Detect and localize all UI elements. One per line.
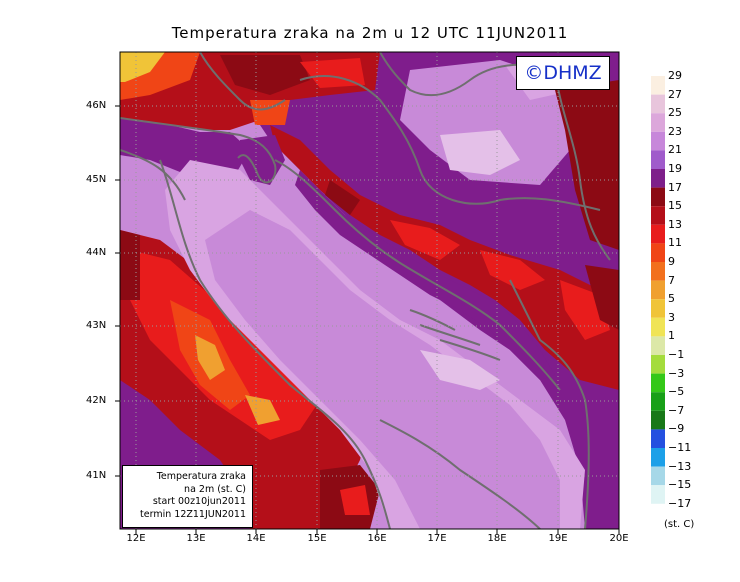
colorbar-label: 1 bbox=[668, 329, 675, 343]
colorbar-label: −13 bbox=[668, 459, 692, 473]
colorbar-label: −17 bbox=[668, 496, 692, 510]
colorbar-label: 25 bbox=[668, 106, 682, 120]
map-title: Temperatura zraka na 2m u 12 UTC 11JUN20… bbox=[171, 24, 569, 42]
colorbar bbox=[651, 76, 665, 504]
map-field bbox=[120, 52, 619, 529]
colorbar-label: 17 bbox=[668, 180, 682, 194]
colorbar-swatch bbox=[651, 336, 665, 355]
colorbar-label: 3 bbox=[668, 310, 675, 324]
info-line-2: na 2m (st. C) bbox=[184, 483, 246, 495]
lat-label-43n: 43N bbox=[86, 320, 107, 331]
lat-label-46n: 46N bbox=[86, 100, 107, 111]
lon-label-12e: 12E bbox=[126, 533, 146, 544]
colorbar-label: 11 bbox=[668, 236, 682, 250]
lon-label-13e: 13E bbox=[186, 533, 206, 544]
colorbar-units: (st. C) bbox=[664, 519, 695, 530]
colorbar-swatch bbox=[651, 169, 665, 188]
colorbar-label: 5 bbox=[668, 292, 675, 306]
map-frame bbox=[119, 51, 620, 530]
info-box: Temperatura zraka na 2m (st. C) start 00… bbox=[122, 465, 253, 528]
info-line-3: start 00z10jun2011 bbox=[152, 496, 246, 507]
dhmz-logo: ©DHMZ bbox=[516, 56, 610, 90]
coastlines bbox=[120, 52, 611, 529]
colorbar-swatch bbox=[651, 429, 665, 448]
colorbar-label: 9 bbox=[668, 255, 675, 268]
lon-label-14e: 14E bbox=[246, 533, 266, 544]
colorbar-label: 21 bbox=[668, 143, 682, 157]
colorbar-swatch bbox=[651, 224, 665, 244]
colorbar-swatch bbox=[651, 150, 665, 169]
lat-label-44n: 44N bbox=[86, 247, 107, 258]
colorbar-swatch bbox=[651, 187, 665, 207]
colorbar-swatch bbox=[651, 448, 665, 467]
colorbar-label: −7 bbox=[668, 403, 685, 417]
colorbar-label: 23 bbox=[668, 124, 682, 138]
colorbar-swatch bbox=[651, 94, 665, 114]
info-line-4: termin 12Z11JUN2011 bbox=[140, 508, 246, 520]
colorbar-swatch bbox=[651, 113, 665, 132]
colorbar-swatch bbox=[651, 131, 665, 151]
colorbar-label: −9 bbox=[668, 422, 685, 436]
colorbar-swatch bbox=[651, 373, 665, 393]
colorbar-label: 7 bbox=[668, 273, 675, 287]
lat-label-45n: 45N bbox=[86, 174, 107, 185]
lon-label-16e: 16E bbox=[367, 533, 387, 544]
colorbar-swatch bbox=[651, 392, 665, 411]
colorbar-swatch bbox=[651, 485, 665, 504]
colorbar-label: 13 bbox=[668, 217, 682, 231]
colorbar-label: −11 bbox=[668, 441, 692, 454]
axis-ticks bbox=[115, 105, 620, 534]
lat-label-41n: 41N bbox=[86, 470, 107, 481]
colorbar-label: −3 bbox=[668, 366, 685, 380]
colorbar-swatch bbox=[651, 466, 665, 486]
colorbar-swatch bbox=[651, 243, 665, 262]
lat-label-42n: 42N bbox=[86, 395, 107, 406]
colorbar-label: −1 bbox=[668, 348, 685, 361]
lon-label-19e: 19E bbox=[548, 533, 568, 544]
colorbar-label: 29 bbox=[668, 69, 682, 82]
lon-label-18e: 18E bbox=[487, 533, 507, 544]
colorbar-label: 27 bbox=[668, 87, 682, 101]
colorbar-label: 15 bbox=[668, 199, 682, 213]
lon-label-17e: 17E bbox=[427, 533, 447, 544]
colorbar-label: −5 bbox=[668, 385, 685, 399]
lon-label-15e: 15E bbox=[307, 533, 327, 544]
info-line-1: Temperatura zraka bbox=[156, 471, 246, 482]
colorbar-label: 19 bbox=[668, 162, 682, 175]
lon-label-20e: 20E bbox=[609, 533, 629, 544]
colorbar-swatch bbox=[651, 206, 665, 225]
colorbar-swatch bbox=[651, 355, 665, 374]
colorbar-swatch bbox=[651, 410, 665, 430]
colorbar-swatch bbox=[651, 76, 665, 95]
colorbar-swatch bbox=[651, 299, 665, 318]
colorbar-swatch bbox=[651, 262, 665, 281]
colorbar-swatch bbox=[651, 317, 665, 337]
colorbar-label: −15 bbox=[668, 478, 692, 492]
colorbar-swatch bbox=[651, 280, 665, 300]
